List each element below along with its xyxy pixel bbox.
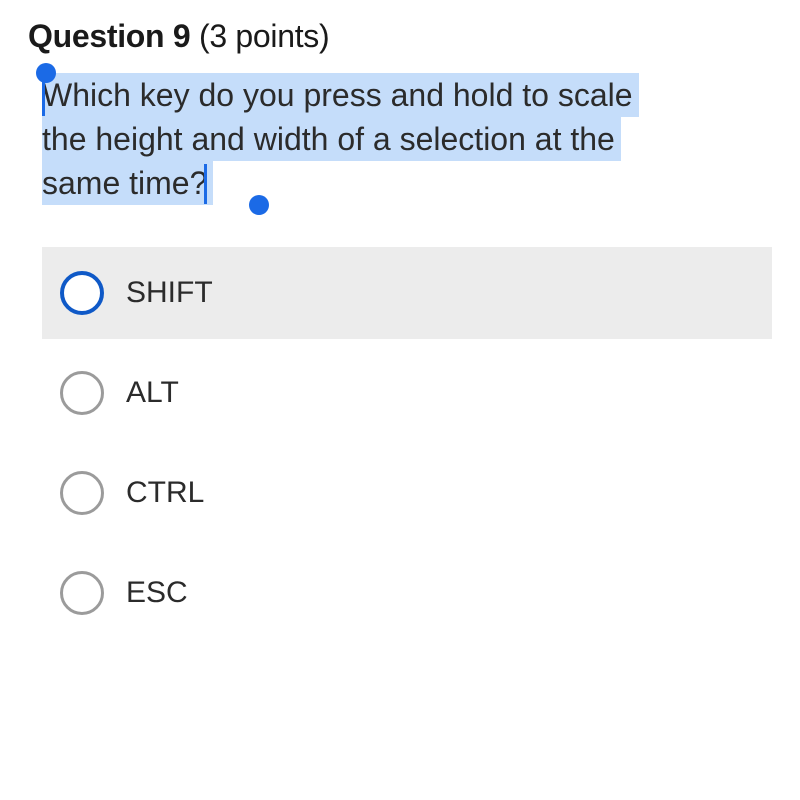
question-header: Question 9 (3 points)	[28, 18, 772, 55]
question-text-wrap: Which key do you press and hold to scale…	[28, 73, 772, 205]
option-label: ALT	[126, 376, 179, 410]
option-esc[interactable]: ESC	[42, 547, 772, 639]
radio-icon[interactable]	[60, 371, 104, 415]
radio-icon[interactable]	[60, 271, 104, 315]
option-ctrl[interactable]: CTRL	[42, 447, 772, 539]
selection-handle-start-icon[interactable]	[36, 63, 56, 83]
question-number: Question 9	[28, 18, 190, 54]
options-group: SHIFT ALT CTRL ESC	[42, 247, 772, 639]
question-line-2: the height and width of a selection at t…	[42, 121, 615, 157]
option-label: ESC	[126, 576, 188, 610]
option-shift[interactable]: SHIFT	[42, 247, 772, 339]
question-text[interactable]: Which key do you press and hold to scale…	[28, 73, 772, 205]
question-line-1: Which key do you press and hold to scale	[42, 77, 633, 113]
question-line-3: same time?	[42, 165, 207, 201]
option-label: SHIFT	[126, 276, 213, 310]
selection-handle-end-icon[interactable]	[249, 195, 269, 215]
option-alt[interactable]: ALT	[42, 347, 772, 439]
radio-icon[interactable]	[60, 471, 104, 515]
radio-icon[interactable]	[60, 571, 104, 615]
option-label: CTRL	[126, 476, 204, 510]
question-points: (3 points)	[190, 18, 329, 54]
